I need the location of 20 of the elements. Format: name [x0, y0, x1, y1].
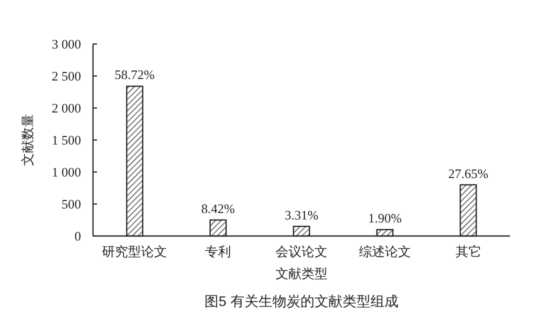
y-tick-label: 1 000: [52, 164, 81, 180]
x-tick-label: 会议论文: [276, 244, 328, 259]
y-tick-label: 2 500: [52, 68, 81, 84]
x-axis-title: 文献类型: [276, 266, 328, 281]
annotation: 8.42%: [201, 201, 236, 216]
x-tick-label: 专利: [205, 244, 232, 259]
y-tick-label: 2 000: [52, 100, 81, 116]
y-tick-label: 1 500: [52, 132, 81, 148]
annotation: 58.72%: [114, 67, 155, 82]
y-tick-label: 0: [74, 228, 81, 244]
annotation: 3.31%: [284, 207, 318, 222]
x-tick-label: 综述论文: [358, 244, 411, 259]
annotation: 27.65%: [448, 166, 489, 181]
text: 图5 有关生物炭的文献类型组成: [204, 293, 398, 309]
y-tick-label: 3 000: [52, 36, 81, 52]
y-tick-label: 500: [62, 196, 81, 212]
x-tick-label: 其它: [455, 244, 482, 259]
annotation: 1.90%: [368, 210, 402, 226]
x-tick-label: 研究型论文: [102, 244, 168, 259]
y-axis-title: 文献数量: [20, 114, 35, 166]
